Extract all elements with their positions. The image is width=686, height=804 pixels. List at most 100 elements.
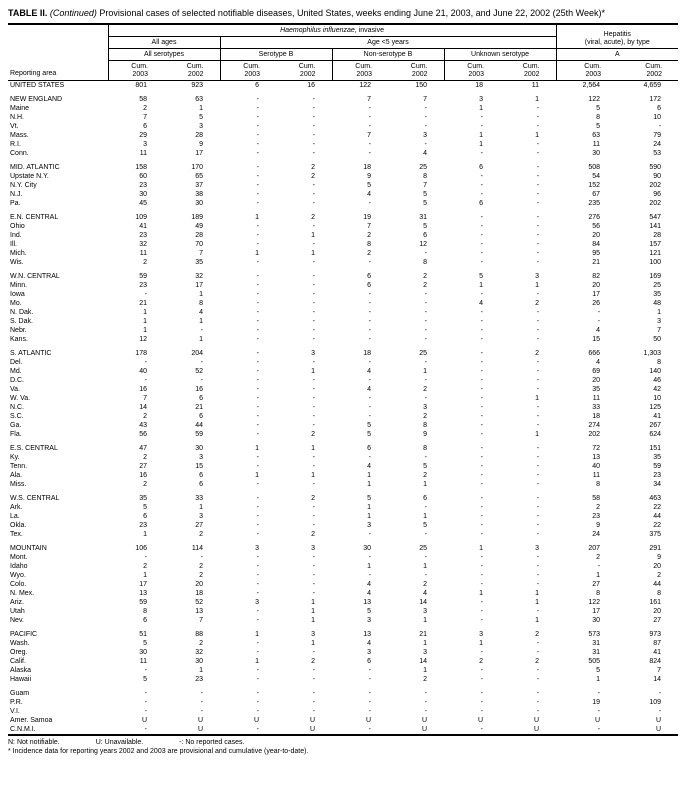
- value-cell: 1: [535, 282, 540, 289]
- value-cell: 63: [195, 96, 203, 103]
- value-cell: 7: [423, 96, 427, 103]
- table-row: Minn. 23 17- -6 2 1 1 20 25: [8, 281, 678, 290]
- value-cell: 1: [596, 572, 601, 579]
- value-cell: -: [256, 173, 259, 180]
- value-cell: 2: [311, 531, 315, 538]
- value-cell: -: [368, 690, 371, 697]
- table-row: PACIFIC 51 88 1 3 13 21 3 2 573 973: [8, 630, 678, 639]
- value-cell: 32: [195, 273, 203, 280]
- value-cell: -: [256, 617, 259, 624]
- value-cell: 19: [592, 699, 601, 706]
- value-cell: -: [312, 191, 315, 198]
- value-cell: 106: [135, 545, 147, 552]
- reporting-area-cell: Fla.: [10, 431, 22, 438]
- value-cell: -: [424, 327, 427, 334]
- value-cell: -: [424, 105, 427, 112]
- table-number: TABLE II.: [8, 8, 48, 18]
- table-row: Kans. 12 1 - - - - - - 15 50: [8, 335, 678, 344]
- table-row: N. Mex. 13 18- -4 4 1 1 8 8: [8, 589, 678, 598]
- value-cell: 4: [367, 590, 371, 597]
- value-cell: 1: [311, 599, 315, 606]
- reporting-area-cell: Md.: [10, 368, 22, 375]
- value-cell: 9: [199, 141, 203, 148]
- value-cell: -: [312, 273, 315, 280]
- value-cell: 15: [195, 463, 203, 470]
- value-cell: -: [312, 454, 315, 461]
- value-cell: 375: [649, 531, 662, 538]
- value-cell: -: [312, 649, 315, 656]
- value-cell: 161: [649, 599, 662, 606]
- value-cell: 3: [479, 96, 483, 103]
- reporting-area-cell: C.N.M.I.: [10, 726, 36, 733]
- value-cell: 1: [535, 96, 540, 103]
- value-cell: 40: [592, 463, 601, 470]
- reporting-area-cell: S.C.: [10, 413, 24, 420]
- value-cell: 35: [653, 454, 662, 461]
- value-cell: 169: [649, 273, 662, 280]
- value-cell: 18: [363, 350, 371, 357]
- value-cell: 14: [419, 658, 427, 665]
- value-cell: -: [536, 200, 540, 207]
- value-cell: 2: [423, 273, 427, 280]
- value-cell: 1: [423, 617, 427, 624]
- value-cell: 14: [419, 599, 427, 606]
- value-cell: 52: [195, 599, 203, 606]
- value-cell: -: [256, 431, 259, 438]
- haemophilus-group-header: Haemophilus influenzae, invasive: [107, 24, 557, 37]
- hepatitis-label: Hepatitis: [603, 31, 631, 38]
- value-cell: 172: [649, 96, 662, 103]
- value-cell: 52: [195, 368, 203, 375]
- reporting-area-cell: N.H.: [10, 114, 24, 121]
- reporting-area-cell: Kans.: [10, 336, 28, 343]
- value-cell: 6: [423, 232, 427, 239]
- reporting-area-cell: Okla.: [10, 522, 27, 529]
- value-cell: 53: [653, 150, 662, 157]
- value-cell: 1: [479, 590, 483, 597]
- value-cell: -: [312, 96, 315, 103]
- value-cell: 72: [592, 445, 601, 452]
- value-cell: 158: [135, 164, 147, 171]
- value-cell: 824: [649, 658, 662, 665]
- value-cell: 18: [475, 82, 483, 89]
- value-cell: 1: [311, 232, 315, 239]
- table-row: Okla. 23 27 - - 3 5 - - 9 22: [8, 521, 678, 530]
- value-cell: 1: [199, 318, 203, 325]
- value-cell: 59: [195, 431, 203, 438]
- table-row: N.Y. City 23 37 - - 5 7 - - 152 202: [8, 181, 678, 190]
- value-cell: 1: [255, 214, 259, 221]
- value-cell: 6: [479, 200, 483, 207]
- value-cell: U: [365, 717, 371, 724]
- table-row: Alaska - 1 - - - 1 - - 5 7: [8, 666, 678, 675]
- value-cell: U: [197, 726, 203, 733]
- value-cell: -: [368, 359, 371, 366]
- value-cell: 7: [367, 96, 371, 103]
- value-cell: -: [480, 649, 483, 656]
- value-cell: -: [312, 504, 315, 511]
- value-cell: -: [312, 676, 315, 683]
- value-cell: -: [312, 114, 315, 121]
- title-text: Provisional cases of selected notifiable…: [99, 8, 606, 18]
- value-cell: U: [421, 726, 427, 733]
- value-cell: -: [368, 327, 371, 334]
- value-cell: -: [256, 223, 259, 230]
- value-cell: -: [368, 141, 371, 148]
- value-cell: -: [536, 676, 540, 683]
- value-cell: 1: [199, 105, 203, 112]
- value-cell: U: [141, 717, 147, 724]
- value-cell: 2: [479, 658, 483, 665]
- value-cell: 2: [199, 563, 203, 570]
- value-cell: -: [312, 200, 315, 207]
- value-cell: 27: [653, 617, 662, 624]
- value-cell: 48: [653, 300, 662, 307]
- value-cell: 88: [195, 631, 203, 638]
- value-cell: 44: [653, 581, 662, 588]
- value-cell: -: [312, 309, 315, 316]
- value-cell: 27: [592, 581, 601, 588]
- value-cell: 10: [653, 395, 662, 402]
- value-cell: -: [658, 708, 662, 715]
- value-cell: -: [480, 554, 483, 561]
- value-cell: 1: [367, 563, 371, 570]
- reporting-area-header: Reporting area: [8, 24, 108, 81]
- value-cell: 16: [139, 472, 147, 479]
- reporting-area-cell: Maine: [10, 105, 30, 112]
